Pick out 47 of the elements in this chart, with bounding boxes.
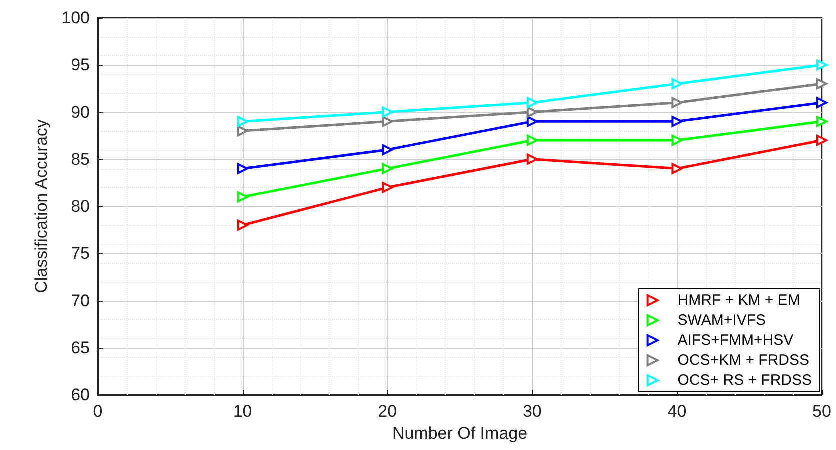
x-tick-label: 40 (668, 402, 687, 421)
y-tick-label: 90 (71, 102, 90, 122)
legend-label: AIFS+FMM+HSV (678, 332, 794, 349)
point (237, 116, 248, 128)
point (382, 106, 394, 118)
point (237, 126, 248, 137)
legend-label: OCS+ RS + FRDSS (678, 372, 812, 389)
point (672, 97, 683, 108)
y-tick-label: 80 (71, 197, 90, 216)
point (816, 116, 828, 128)
point (672, 116, 683, 128)
point (237, 220, 248, 231)
point (237, 192, 248, 203)
y-tick-label: 60 (71, 386, 90, 404)
point (237, 163, 248, 174)
point (816, 97, 828, 108)
y-tick-label: 100 (62, 8, 90, 28)
y-tick-label: 95 (71, 56, 90, 75)
x-tick-label: 30 (522, 402, 542, 421)
x-tick-label: 50 (812, 402, 832, 421)
point (382, 163, 394, 174)
x-tick-label: 10 (233, 402, 252, 421)
y-tick-label: 85 (71, 150, 90, 169)
y-axis-title: Classification Accuracy (32, 119, 51, 294)
point (526, 154, 538, 165)
point (816, 135, 828, 146)
point (526, 97, 538, 108)
point (526, 116, 538, 128)
point (816, 60, 828, 71)
point (526, 135, 538, 146)
legend-label: HMRF + KM + EM (678, 292, 800, 309)
point (382, 144, 394, 156)
y-tick-label: 70 (71, 291, 90, 310)
point (526, 106, 538, 118)
x-tick-label: 20 (378, 402, 398, 421)
y-tick-label: 65 (71, 338, 90, 358)
legend-label: OCS+KM + FRDSS (678, 352, 810, 369)
x-axis-title: Number Of Image (392, 424, 528, 443)
point (382, 182, 394, 194)
y-tick-label: 75 (71, 244, 90, 264)
point (672, 163, 683, 174)
point (382, 116, 394, 128)
legend-label: SWAM+IVFS (678, 312, 766, 329)
point (672, 135, 683, 146)
point (672, 78, 683, 90)
point (816, 78, 828, 90)
x-tick-label: 0 (93, 402, 103, 421)
